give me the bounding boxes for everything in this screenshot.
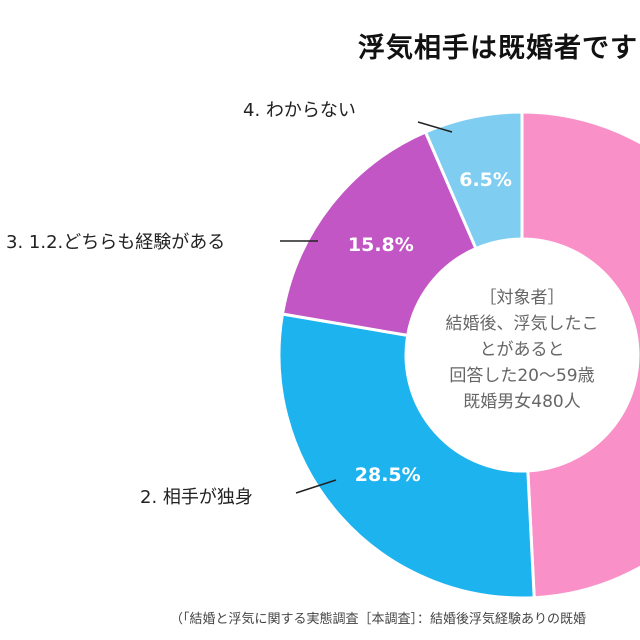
leader-line-4 — [417, 121, 453, 133]
chart-title: 浮気相手は既婚者です — [358, 33, 638, 64]
center-line: 既婚男女480人 — [463, 392, 581, 412]
category-label-2: 2. 相手が独身 — [140, 487, 253, 508]
data-label-2: 28.5% — [355, 464, 421, 486]
data-label-3: 15.8% — [348, 234, 414, 256]
category-label-4: 4. わからない — [243, 100, 356, 121]
center-line: とがあると — [479, 340, 565, 360]
center-line: 回答した20～59歳 — [449, 366, 595, 386]
data-label-4: 6.5% — [459, 169, 512, 191]
center-text: ［対象者］ 結婚後、浮気したこ とがあると 回答した20～59歳 既婚男女480… — [412, 285, 632, 415]
center-line: 結婚後、浮気したこ — [445, 314, 599, 334]
category-label-3: 3. 1.2.どちらも経験がある — [6, 232, 226, 253]
donut-hole — [406, 239, 638, 471]
leader-line-2 — [295, 479, 337, 494]
source-note: （「結婚と浮気に関する実態調査［本調査］：結婚後浮気経験ありの既婚 — [170, 612, 587, 627]
center-line: ［対象者］ — [479, 288, 565, 308]
